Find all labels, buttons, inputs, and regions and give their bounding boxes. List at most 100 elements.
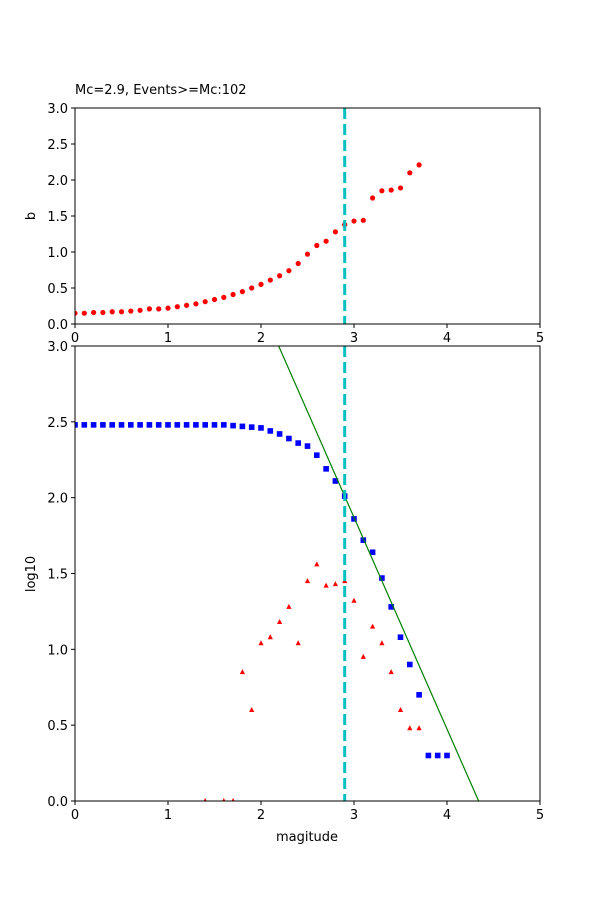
cumulative-point [193,422,199,428]
b-value-point [100,309,106,316]
y-tick-label: 2.0 [47,174,68,189]
cumulative-point [155,422,162,428]
b-value-point [137,307,143,313]
cumulative-point [314,452,320,458]
b-value-point [75,310,78,316]
y-tick-label: 1.5 [47,210,68,225]
b-value-point [146,306,152,312]
b-value-point [295,260,301,267]
non-cumulative-point [267,634,273,640]
top-axes: 0 1 2 3 4 5 0.0 0.5 1.0 1.5 2.0 2.5 3.0 [47,102,544,346]
cumulative-point [239,423,246,430]
cumulative-point [221,422,227,428]
b-value-point [193,301,199,307]
cumulative-point [202,422,208,428]
cumulative-point [248,424,255,430]
cumulative-point [323,466,329,472]
cumulative-point [211,422,218,428]
x-tick-label: 5 [536,808,544,823]
bottom-axes: 0 1 2 3 4 5 0.0 0.5 1.0 1.5 2.0 2.5 3.0 [47,340,544,823]
cumulative-point [81,422,88,428]
cumulative-point [332,478,339,484]
cumulative-point [397,634,404,640]
cumulative-point [369,549,376,556]
b-value-point [239,289,245,295]
non-cumulative-point [203,798,207,801]
b-value-point [407,170,413,176]
b-value-point [416,162,422,168]
y-tick-label: 2.5 [47,416,68,431]
cumulative-point [434,752,441,759]
non-cumulative-point [397,707,404,712]
fit-line [278,346,480,801]
x-tick-label: 2 [257,808,265,823]
x-tick-label: 1 [164,331,172,346]
y-tick-label: 0.5 [47,282,68,297]
cumulative-point [183,422,190,428]
b-value-point [277,273,283,279]
cumulative-point [295,440,301,446]
b-value-point [397,185,404,191]
b-value-point [202,299,208,305]
non-cumulative-point [332,581,338,587]
cumulative-point [379,575,385,581]
cumulative-point [388,604,394,610]
top-y-label: b [24,212,39,220]
cumulative-point [425,752,432,759]
cumulative-point [118,422,125,428]
b-value-point [314,242,320,249]
b-value-point [323,238,329,244]
b-value-point [109,309,115,315]
cumulative-point [444,752,450,759]
x-tick-label: 4 [443,331,451,346]
b-value-point [165,305,171,311]
bottom-y-label: log10 [24,556,39,592]
y-tick-label: 0.0 [47,795,68,810]
non-cumulative-point [360,653,366,659]
b-value-point [211,296,218,303]
cumulative-point [109,422,115,428]
b-value-point [379,188,385,194]
b-value-point [118,309,125,315]
b-value-point [332,229,338,235]
b-value-point [174,304,180,310]
non-cumulative-point [295,640,301,646]
b-value-point [91,309,97,316]
non-cumulative-point [407,725,413,731]
y-tick-label: 1.5 [47,568,68,583]
cumulative-point [258,425,264,431]
b-value-point [370,195,376,201]
b-value-point [388,187,394,193]
top-chart-title: Mc=2.9, Events>=Mc:102 [75,83,247,98]
cumulative-point [174,422,181,428]
cumulative-point [286,435,292,442]
cumulative-point [267,428,274,434]
cumulative-point [165,422,171,428]
b-value-point [286,268,292,274]
y-tick-label: 3.0 [47,102,68,117]
cumulative-point [230,422,236,429]
cumulative-point [304,443,311,449]
cumulative-point [276,431,283,437]
cumulative-point [360,537,367,543]
cumulative-point [75,422,78,428]
non-cumulative-point [351,597,357,603]
b-value-point [128,308,134,314]
cumulative-point [407,661,413,668]
b-value-point [184,302,190,308]
cumulative-point [137,422,143,428]
x-tick-label: 2 [257,331,265,346]
x-tick-label: 3 [350,808,358,823]
non-cumulative-point [239,669,245,675]
non-cumulative-point [286,603,292,609]
b-value-point [258,281,264,287]
non-cumulative-point [304,578,311,584]
b-value-point [360,217,366,223]
x-tick-label: 0 [71,808,79,823]
x-tick-label: 1 [164,808,172,823]
b-value-point [230,291,236,298]
non-cumulative-point [277,619,283,625]
x-tick-label: 5 [536,331,544,346]
b-value-point [156,306,162,312]
b-value-point [267,277,273,283]
